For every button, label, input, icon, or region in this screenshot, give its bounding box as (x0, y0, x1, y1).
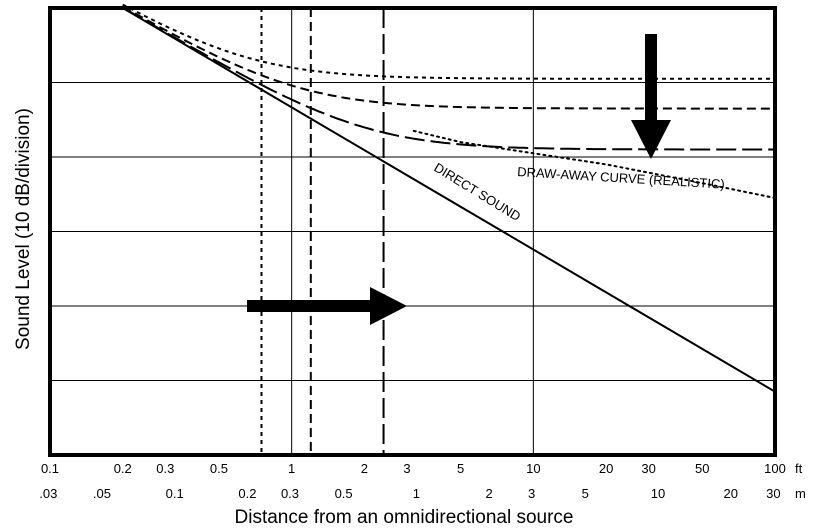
arrows (247, 34, 671, 325)
m-tick-label: 0.3 (281, 486, 299, 501)
ft-tick-label: 10 (526, 461, 540, 476)
ft-tick-label: 0.1 (41, 461, 59, 476)
ft-tick-label: 0.2 (114, 461, 132, 476)
m-tick-label: 0.1 (166, 486, 184, 501)
ft-tick-label: 50 (695, 461, 709, 476)
draw-away-curve (412, 129, 776, 199)
ft-tick-label: 3 (403, 461, 410, 476)
arrow-right-icon (247, 287, 407, 325)
x-axis-title: Distance from an omnidirectional source (235, 507, 574, 528)
direct-sound-line (122, 7, 776, 393)
direct-sound-label: DIRECT SOUND (431, 160, 523, 224)
m-tick-label: 3 (528, 486, 535, 501)
grid-lines (50, 8, 775, 455)
m-tick-label: .05 (93, 486, 111, 501)
m-tick-label: 10 (651, 486, 665, 501)
ft-tick-label: 100 (764, 461, 786, 476)
reverberant-curve-medium-dash (122, 5, 775, 110)
axis-ticks: 0.1 0.2 0.3 0.5 1 2 3 5 10 20 30 50 100 .03 .05 0.1 0.2 0… (39, 461, 786, 501)
arrow-down-icon (631, 34, 671, 159)
ft-tick-label: 1 (288, 461, 295, 476)
m-tick-label: 2 (485, 486, 492, 501)
m-tick-label: .03 (39, 486, 57, 501)
ft-tick-label: 20 (599, 461, 613, 476)
m-tick-label: 20 (724, 486, 738, 501)
m-tick-label: 30 (766, 486, 780, 501)
ft-tick-label: 2 (361, 461, 368, 476)
data-series (122, 3, 776, 393)
ft-tick-label: 5 (457, 461, 464, 476)
reverberant-curve-short-dash (122, 3, 775, 80)
ft-tick-label: 0.3 (156, 461, 174, 476)
feet-unit-label: ft (795, 461, 803, 476)
y-axis-title: Sound Level (10 dB/division) (13, 108, 34, 350)
ft-tick-label: 30 (641, 461, 655, 476)
critical-distance-lines (260, 8, 385, 455)
m-tick-label: 0.2 (238, 486, 256, 501)
plot-frame (48, 6, 777, 457)
m-tick-label: 0.5 (335, 486, 353, 501)
reverberant-curve-long-dash (122, 6, 775, 151)
m-tick-label: 5 (582, 486, 589, 501)
meter-unit-label: m (795, 486, 806, 501)
ft-tick-label: 0.5 (210, 461, 228, 476)
m-tick-label: 1 (413, 486, 420, 501)
